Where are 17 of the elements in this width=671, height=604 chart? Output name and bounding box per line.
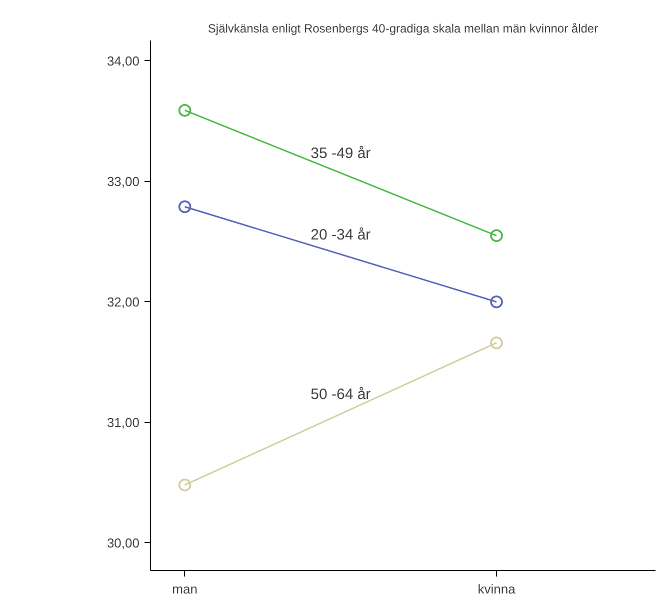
y-tick-label: 34,00 (106, 53, 140, 68)
point (178, 200, 192, 214)
x-tick-label: man (172, 582, 198, 596)
x-tick-label: kvinna (478, 582, 516, 596)
y-tick-label: 33,00 (106, 174, 140, 189)
series-label: 50 -64 år (310, 386, 371, 404)
point (490, 229, 503, 242)
series-label: 35 -49 år (310, 145, 371, 162)
point (490, 295, 503, 308)
y-tick-label: 30,00 (106, 535, 140, 550)
point (178, 478, 192, 492)
point (490, 336, 503, 350)
chart-title: Självkänsla enligt Rosenbergs 40-gradiga skala mellan män kvinnor ålder (208, 22, 598, 36)
point (178, 104, 192, 117)
series-label: 20 -34 år (310, 226, 371, 244)
y-tick-label: 32,00 (106, 294, 140, 310)
y-tick-label: 31,00 (106, 414, 140, 430)
